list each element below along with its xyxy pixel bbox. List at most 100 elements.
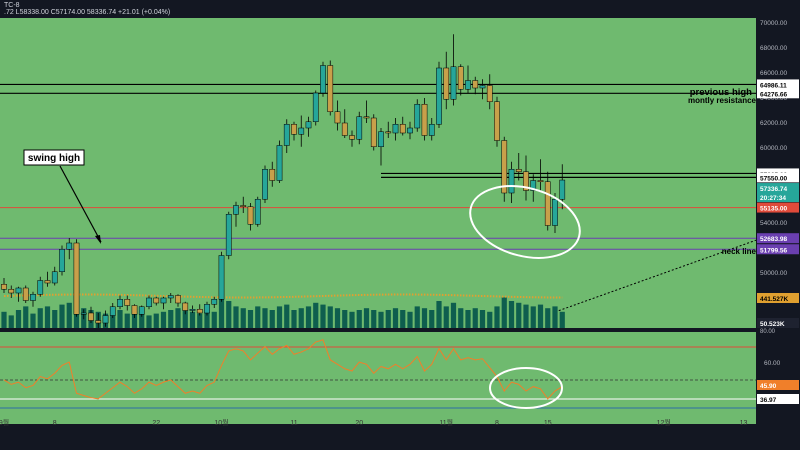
- volume-bar: [233, 306, 239, 328]
- candle-body: [544, 181, 551, 226]
- volume-bar: [1, 311, 7, 328]
- time-tick-label: 15: [544, 420, 552, 427]
- time-tick-label: 11: [290, 420, 297, 427]
- time-tick-label: 11월: [439, 418, 453, 427]
- candle-body: [291, 124, 297, 135]
- volume-bar: [153, 313, 159, 328]
- level-tag-bg: [757, 202, 799, 213]
- volume-bar: [327, 306, 333, 328]
- volume-bar: [385, 310, 391, 328]
- neck-line-label: neck line: [722, 247, 757, 256]
- candle-body: [428, 124, 435, 136]
- rsi-pane-bg: [0, 332, 756, 410]
- candle-body: [37, 280, 44, 295]
- previous-high-label: previous high: [690, 87, 752, 98]
- volume-bar: [458, 308, 464, 328]
- candle-body: [211, 299, 218, 305]
- rsi-pane: [0, 339, 756, 409]
- volume-bar: [44, 306, 51, 328]
- time-axis: 9월82210월112011월81512월13222022: [0, 418, 800, 450]
- volume-bar: [465, 310, 471, 328]
- volume-bar: [15, 310, 22, 328]
- volume-bar: [450, 302, 457, 328]
- candle-body: [153, 297, 160, 304]
- candle-body: [124, 299, 131, 306]
- time-tick-label: 8: [495, 420, 499, 427]
- price-tick-label: 70000.00: [760, 20, 787, 27]
- candle-body: [334, 111, 341, 124]
- candle-body: [1, 284, 7, 290]
- price-axis: 46000.0048000.0050000.0052000.0054000.00…: [756, 0, 800, 450]
- volume-bar: [218, 299, 225, 328]
- candle-body: [175, 295, 181, 304]
- level-tag: 64276.66: [760, 91, 787, 98]
- volume-bar: [284, 304, 290, 328]
- candle-body: [225, 214, 232, 256]
- candle-body: [131, 305, 138, 315]
- candle-body: [66, 242, 73, 250]
- ma-line: [3, 293, 563, 299]
- volume-bar: [30, 313, 36, 328]
- candle-body: [247, 206, 254, 225]
- volume-bar: [197, 313, 203, 328]
- volume-bar: [523, 304, 529, 328]
- volume-bar: [494, 306, 500, 328]
- candle-body: [363, 116, 370, 119]
- candle-body: [443, 67, 450, 100]
- candlesticks: [1, 34, 566, 328]
- volume-bar: [472, 308, 478, 328]
- candle-body: [414, 104, 421, 129]
- candle-body: [327, 65, 334, 112]
- rsi-circle-annotation: [489, 367, 563, 409]
- level-tag: 51799.56: [760, 247, 787, 254]
- candle-body: [138, 306, 145, 315]
- candle-body: [240, 205, 247, 207]
- current-price-tag: 57336.74: [760, 186, 787, 193]
- volume-bar: [487, 311, 493, 328]
- volume-bar: [131, 311, 138, 328]
- candle-body: [30, 294, 36, 301]
- volume-bar: [226, 301, 232, 328]
- volume-bar: [530, 306, 536, 328]
- level-tag: 52683.98: [760, 236, 787, 243]
- volume-bar: [400, 310, 406, 328]
- volume-bar: [23, 306, 29, 328]
- candle-body: [312, 92, 319, 122]
- candle-body: [494, 101, 500, 141]
- candle-body: [51, 271, 58, 284]
- volume-bar: [356, 310, 362, 328]
- level-tag-bg: [757, 244, 799, 255]
- time-tick-label: 12월: [657, 418, 671, 427]
- candle-body: [15, 287, 22, 294]
- candle-body: [559, 179, 566, 200]
- volume-bar: [407, 311, 413, 328]
- candle-body: [117, 299, 123, 307]
- volume-bar: [175, 308, 181, 328]
- volume-bar: [334, 308, 341, 328]
- candle-body: [349, 135, 355, 140]
- candle-body: [80, 312, 87, 315]
- volume-bar: [349, 311, 355, 328]
- candle-body: [254, 199, 261, 225]
- level-tag: 55135.00: [760, 206, 787, 213]
- time-axis-background: [0, 430, 800, 450]
- candle-body: [102, 315, 109, 324]
- level-tag: 64986.11: [760, 82, 787, 89]
- volume-bar: [66, 302, 72, 328]
- volume-bar: [436, 301, 442, 328]
- time-pane-bg: [0, 410, 756, 424]
- candle-body: [160, 297, 167, 304]
- volume-bar: [117, 310, 123, 328]
- volume-bar: [124, 313, 130, 328]
- volume-bar: [392, 308, 399, 328]
- rsi-tick-80: 80.00: [760, 329, 776, 335]
- price-levels: [0, 83, 757, 313]
- volume-bar: [59, 304, 65, 328]
- volume-bar: [378, 311, 384, 328]
- candle-body: [109, 306, 116, 316]
- candle-body: [196, 309, 203, 314]
- volume-bar: [182, 310, 188, 328]
- rsi-tick-60: 60.00: [764, 360, 781, 367]
- level-tag-bg: [757, 79, 799, 90]
